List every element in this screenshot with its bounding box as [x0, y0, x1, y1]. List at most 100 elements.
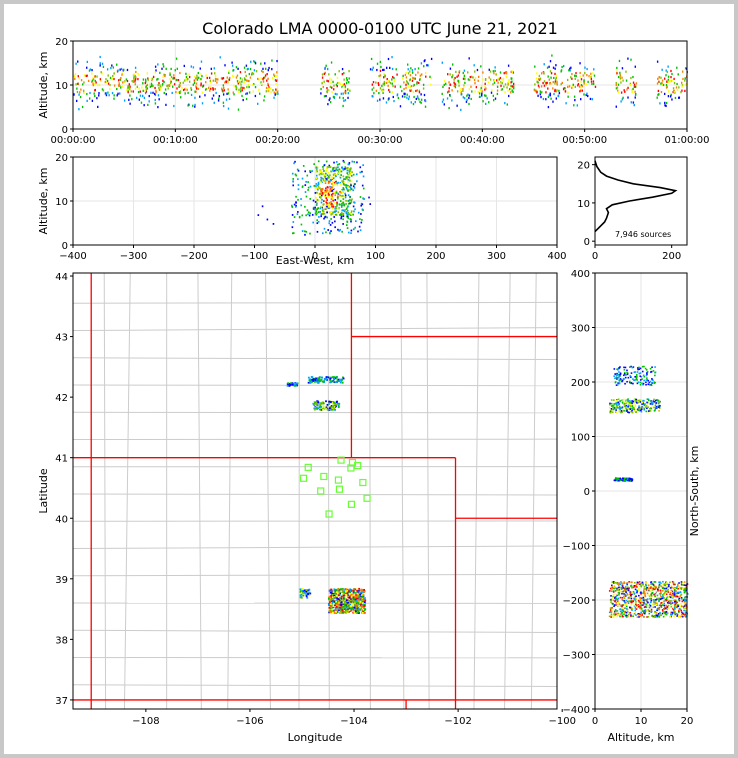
- source-point: [508, 81, 510, 84]
- lightning-source-point: [343, 597, 346, 600]
- source-point: [630, 479, 633, 482]
- source-point: [354, 208, 356, 211]
- source-point: [418, 98, 420, 101]
- source-point: [425, 75, 427, 78]
- source-point: [241, 89, 243, 92]
- source-point: [199, 67, 201, 70]
- source-point: [144, 78, 147, 81]
- source-point: [655, 406, 657, 409]
- lightning-source-point: [358, 599, 360, 601]
- source-point: [185, 76, 188, 79]
- source-point: [657, 410, 660, 412]
- source-point: [327, 192, 330, 195]
- source-point: [621, 379, 624, 382]
- source-point: [474, 82, 476, 85]
- source-point: [642, 374, 645, 377]
- source-point: [328, 206, 330, 208]
- source-point: [347, 202, 350, 205]
- source-point: [337, 181, 340, 184]
- lightning-source-point: [315, 403, 318, 406]
- lightning-source-point: [335, 403, 338, 406]
- source-point: [463, 69, 466, 72]
- source-point: [617, 398, 620, 401]
- source-point: [484, 85, 486, 88]
- source-point: [348, 171, 351, 173]
- lightning-source-point: [336, 378, 339, 381]
- source-point: [389, 66, 391, 70]
- source-point: [348, 81, 350, 84]
- source-point: [637, 368, 639, 371]
- lightning-source-point: [338, 608, 341, 610]
- source-point: [589, 97, 592, 101]
- source-point: [452, 74, 454, 77]
- source-point: [681, 613, 684, 616]
- source-point: [546, 81, 548, 84]
- source-point: [321, 213, 323, 215]
- lightning-source-point: [360, 588, 363, 591]
- source-point: [242, 98, 244, 102]
- lightning-source-point: [340, 590, 343, 593]
- source-point: [672, 609, 675, 611]
- source-point: [92, 84, 95, 87]
- source-point: [272, 223, 275, 225]
- source-point: [315, 166, 318, 169]
- source-point: [179, 96, 182, 99]
- source-point: [242, 86, 244, 89]
- source-point: [661, 596, 664, 598]
- source-point: [336, 182, 338, 185]
- source-point: [262, 67, 264, 70]
- source-point: [629, 82, 632, 85]
- source-point: [664, 104, 666, 107]
- source-point: [320, 205, 323, 208]
- source-point: [610, 613, 613, 616]
- source-point: [194, 105, 196, 108]
- lightning-source-point: [325, 378, 328, 381]
- source-point: [405, 76, 408, 79]
- lightning-source-point: [335, 589, 337, 591]
- source-point: [669, 581, 671, 584]
- source-point: [86, 99, 88, 102]
- source-point: [556, 82, 558, 85]
- source-point: [642, 596, 645, 599]
- source-point: [324, 189, 327, 192]
- source-point: [275, 79, 277, 82]
- source-point: [300, 198, 302, 200]
- source-point: [342, 104, 344, 108]
- source-point: [323, 95, 326, 98]
- source-point: [649, 602, 651, 604]
- source-point: [610, 407, 613, 410]
- source-point: [621, 590, 624, 593]
- source-point: [330, 198, 333, 201]
- source-point: [250, 60, 252, 63]
- source-point: [667, 591, 670, 593]
- source-point: [323, 200, 325, 203]
- source-point: [634, 90, 636, 93]
- source-point: [610, 590, 613, 592]
- source-point: [209, 81, 212, 84]
- source-point: [188, 73, 190, 76]
- source-point: [625, 404, 628, 407]
- source-point: [127, 84, 129, 88]
- source-point: [635, 595, 637, 598]
- source-point: [648, 610, 651, 613]
- source-point: [333, 88, 335, 91]
- source-point: [626, 371, 628, 374]
- source-point: [614, 590, 617, 592]
- source-point: [319, 196, 321, 199]
- lightning-source-point: [349, 590, 352, 593]
- source-point: [683, 602, 686, 605]
- source-point: [567, 91, 569, 94]
- source-point: [477, 75, 480, 78]
- source-point: [339, 214, 341, 216]
- source-point: [348, 70, 350, 73]
- source-point: [157, 77, 159, 81]
- source-point: [650, 401, 653, 404]
- source-point: [335, 161, 338, 163]
- source-point: [628, 380, 631, 383]
- source-point: [340, 174, 342, 176]
- source-point: [534, 83, 536, 86]
- source-point: [346, 209, 349, 212]
- lightning-source-point: [362, 594, 365, 597]
- source-point: [668, 607, 670, 610]
- lightning-source-point: [309, 381, 312, 384]
